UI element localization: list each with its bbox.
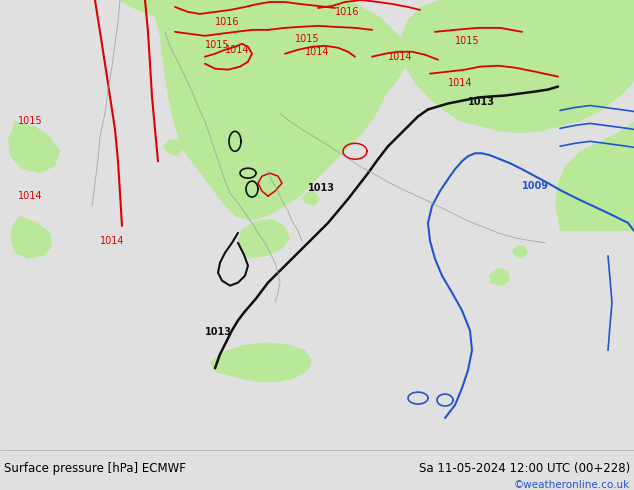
Text: 1014: 1014: [18, 191, 42, 201]
Polygon shape: [120, 0, 410, 221]
Text: 1014: 1014: [305, 47, 330, 57]
Text: 1015: 1015: [295, 34, 320, 44]
Polygon shape: [238, 219, 290, 259]
Polygon shape: [281, 171, 296, 183]
Polygon shape: [302, 191, 320, 206]
Text: 1009: 1009: [522, 181, 549, 191]
Polygon shape: [555, 122, 634, 231]
Polygon shape: [163, 139, 184, 156]
Polygon shape: [512, 245, 528, 259]
Text: ©weatheronline.co.uk: ©weatheronline.co.uk: [514, 480, 630, 490]
Text: 1015: 1015: [18, 117, 42, 126]
Text: 1016: 1016: [215, 17, 240, 27]
Text: 1014: 1014: [448, 77, 472, 88]
Polygon shape: [489, 268, 510, 287]
Text: 1013: 1013: [205, 327, 232, 338]
Polygon shape: [210, 343, 312, 382]
Text: 1014: 1014: [100, 236, 124, 246]
Text: 1014: 1014: [225, 45, 250, 55]
Text: 1015: 1015: [455, 36, 480, 46]
Text: 1016: 1016: [335, 7, 359, 17]
Polygon shape: [380, 0, 634, 133]
Text: Sa 11-05-2024 12:00 UTC (00+228): Sa 11-05-2024 12:00 UTC (00+228): [418, 462, 630, 475]
Text: 1013: 1013: [308, 183, 335, 193]
Polygon shape: [10, 216, 52, 259]
Text: 1015: 1015: [205, 40, 230, 50]
Text: 1013: 1013: [468, 98, 495, 107]
Polygon shape: [8, 122, 60, 173]
Text: Surface pressure [hPa] ECMWF: Surface pressure [hPa] ECMWF: [4, 462, 186, 475]
Text: 1014: 1014: [388, 52, 413, 62]
